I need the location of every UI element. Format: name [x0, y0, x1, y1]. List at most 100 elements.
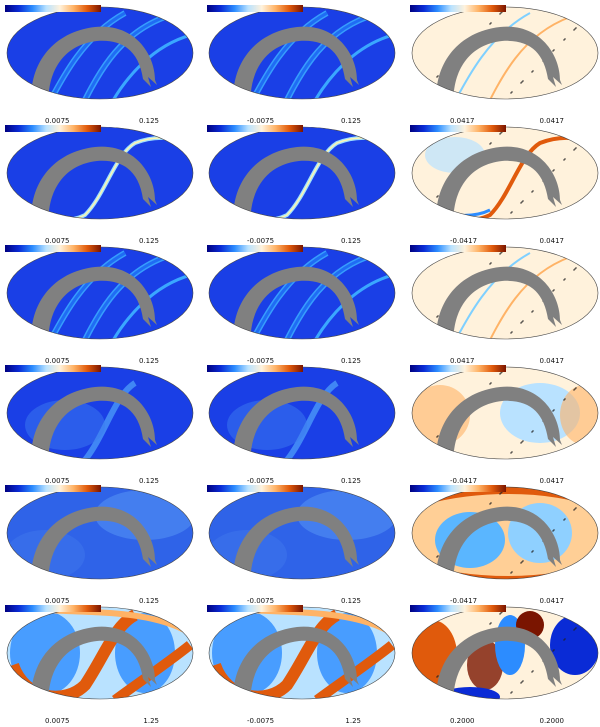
colorbar-ticks: -0.0075 1.25	[247, 717, 361, 727]
mollweide-map	[411, 366, 599, 460]
colorbar-ticks: -0.0075 0.125	[247, 477, 361, 487]
mollweide-map	[6, 486, 194, 580]
colorbar	[5, 605, 101, 612]
colorbar	[207, 245, 303, 252]
map-panel-r3-right: 0.0417 0.0417	[410, 245, 600, 365]
colorbar-min-label: -0.0417	[450, 237, 478, 245]
colorbar-max-label: 0.125	[340, 237, 361, 245]
mollweide-map	[208, 246, 396, 340]
mollweide-map	[411, 6, 599, 100]
colorbar-max-label: 0.0417	[539, 597, 565, 605]
mollweide-map	[6, 6, 194, 100]
mollweide-map	[411, 606, 599, 700]
colorbar	[5, 245, 101, 252]
colorbar-min-label: 0.0075	[45, 597, 70, 605]
map-panel-r2-right: -0.0417 0.0417	[410, 125, 600, 245]
mollweide-map	[208, 366, 396, 460]
colorbar-ticks: -0.0075 0.125	[247, 117, 361, 127]
map-panel-r1-left: 0.0075 0.125	[5, 5, 195, 125]
colorbar-max-label: 1.25	[143, 717, 159, 725]
map-panel-r4-left: 0.0075 0.125	[5, 365, 195, 485]
map-panel-r4-right: -0.0417 0.0417	[410, 365, 600, 485]
map-panel-r1-mid: -0.0075 0.125	[207, 5, 397, 125]
colorbar-min-label: -0.0417	[450, 597, 478, 605]
colorbar-min-label: -0.0075	[247, 237, 275, 245]
colorbar	[207, 125, 303, 132]
map-panel-r3-left: 0.0075 0.125	[5, 245, 195, 365]
mollweide-map	[411, 246, 599, 340]
colorbar-max-label: 0.125	[340, 117, 361, 125]
colorbar-ticks: -0.0417 0.0417	[450, 477, 564, 487]
colorbar-min-label: -0.0075	[247, 117, 275, 125]
map-panel-r5-right: -0.0417 0.0417	[410, 485, 600, 605]
mollweide-map	[411, 126, 599, 220]
colorbar-max-label: 1.25	[345, 717, 361, 725]
colorbar	[410, 485, 506, 492]
map-panel-r6-mid: -0.0075 1.25	[207, 605, 397, 725]
mollweide-map	[208, 486, 396, 580]
colorbar	[5, 125, 101, 132]
colorbar-min-label: 0.0417	[450, 357, 475, 365]
colorbar-ticks: 0.0075 0.125	[45, 237, 159, 247]
map-panel-r4-mid: -0.0075 0.125	[207, 365, 397, 485]
colorbar-ticks: -0.0075 0.125	[247, 597, 361, 607]
mollweide-map	[411, 486, 599, 580]
colorbar-min-label: 0.0417	[450, 117, 475, 125]
colorbar-ticks: 0.0075 0.125	[45, 477, 159, 487]
colorbar-min-label: 0.0075	[45, 717, 70, 725]
colorbar	[410, 365, 506, 372]
colorbar	[207, 485, 303, 492]
colorbar-min-label: -0.0417	[450, 477, 478, 485]
mollweide-map	[6, 606, 194, 700]
colorbar-max-label: 0.125	[138, 357, 159, 365]
colorbar-max-label: 0.0417	[539, 237, 565, 245]
colorbar-max-label: 0.0417	[539, 117, 565, 125]
map-panel-r3-mid: -0.0075 0.125	[207, 245, 397, 365]
colorbar	[410, 245, 506, 252]
colorbar	[410, 125, 506, 132]
colorbar-ticks: -0.0417 0.0417	[450, 237, 564, 247]
colorbar	[207, 365, 303, 372]
colorbar	[5, 485, 101, 492]
colorbar-ticks: 0.0417 0.0417	[450, 117, 564, 127]
colorbar-min-label: -0.0075	[247, 717, 275, 725]
colorbar-ticks: 0.0075 1.25	[45, 717, 159, 727]
colorbar-min-label: 0.0075	[45, 477, 70, 485]
map-panel-r2-mid: -0.0075 0.125	[207, 125, 397, 245]
map-panel-r5-mid: -0.0075 0.125	[207, 485, 397, 605]
colorbar-ticks: 0.0075 0.125	[45, 357, 159, 367]
colorbar-max-label: 0.125	[340, 477, 361, 485]
colorbar-max-label: 0.125	[138, 117, 159, 125]
colorbar-ticks: -0.0075 0.125	[247, 237, 361, 247]
colorbar-min-label: 0.0075	[45, 237, 70, 245]
colorbar	[410, 605, 506, 612]
colorbar-ticks: 0.0417 0.0417	[450, 357, 564, 367]
map-panel-r6-right: 0.2000 0.2000	[410, 605, 600, 725]
colorbar-max-label: 0.2000	[539, 717, 565, 725]
mollweide-map	[208, 606, 396, 700]
colorbar-max-label: 0.125	[138, 597, 159, 605]
map-panel-r5-left: 0.0075 0.125	[5, 485, 195, 605]
map-panel-r2-left: 0.0075 0.125	[5, 125, 195, 245]
colorbar	[207, 5, 303, 12]
mollweide-map	[6, 246, 194, 340]
colorbar-ticks: -0.0417 0.0417	[450, 597, 564, 607]
mollweide-map	[6, 366, 194, 460]
colorbar-max-label: 0.125	[340, 357, 361, 365]
colorbar-ticks: 0.2000 0.2000	[450, 717, 564, 727]
colorbar-min-label: -0.0075	[247, 477, 275, 485]
colorbar-max-label: 0.0417	[539, 357, 565, 365]
colorbar-min-label: 0.2000	[450, 717, 475, 725]
mollweide-map	[6, 126, 194, 220]
colorbar	[207, 605, 303, 612]
colorbar-ticks: 0.0075 0.125	[45, 117, 159, 127]
mollweide-map	[208, 126, 396, 220]
colorbar-min-label: 0.0075	[45, 117, 70, 125]
colorbar-min-label: -0.0075	[247, 597, 275, 605]
colorbar-max-label: 0.125	[138, 477, 159, 485]
colorbar-ticks: 0.0075 0.125	[45, 597, 159, 607]
colorbar-max-label: 0.125	[138, 237, 159, 245]
map-panel-r1-right: 0.0417 0.0417	[410, 5, 600, 125]
mollweide-map	[208, 6, 396, 100]
